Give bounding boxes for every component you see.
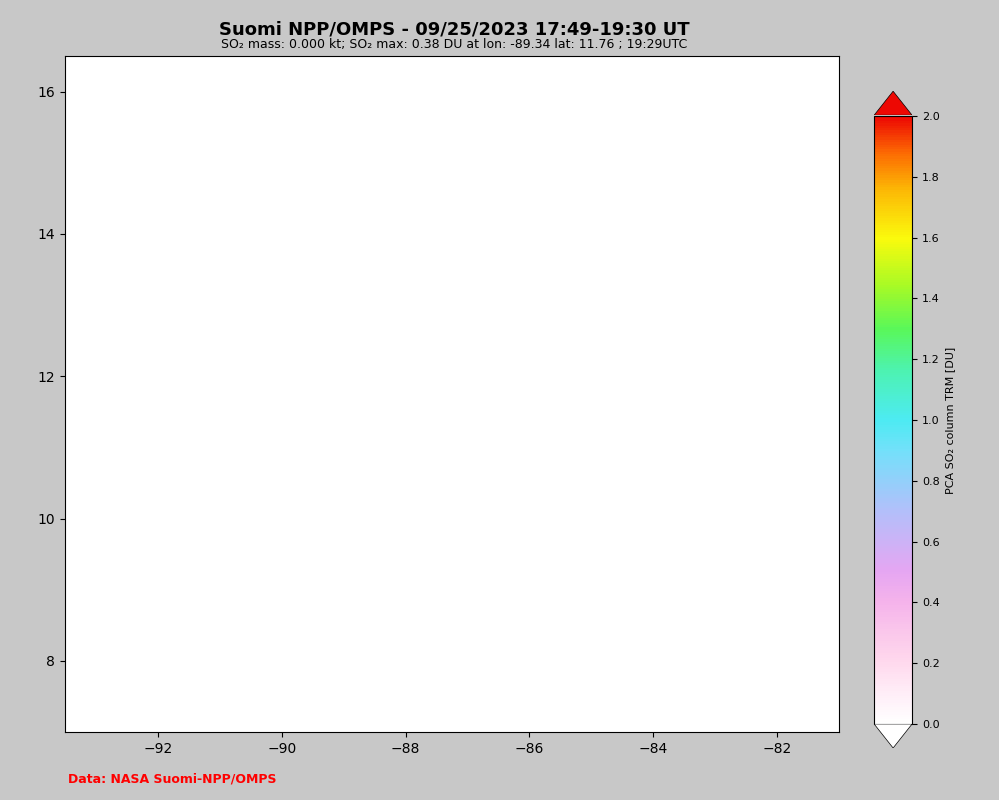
Text: Suomi NPP/OMPS - 09/25/2023 17:49-19:30 UT: Suomi NPP/OMPS - 09/25/2023 17:49-19:30 … xyxy=(219,20,690,38)
Text: Data: NASA Suomi-NPP/OMPS: Data: NASA Suomi-NPP/OMPS xyxy=(68,773,277,786)
Text: SO₂ mass: 0.000 kt; SO₂ max: 0.38 DU at lon: -89.34 lat: 11.76 ; 19:29UTC: SO₂ mass: 0.000 kt; SO₂ max: 0.38 DU at … xyxy=(222,38,687,50)
Polygon shape xyxy=(874,724,912,748)
Polygon shape xyxy=(874,91,912,115)
Y-axis label: PCA SO₂ column TRM [DU]: PCA SO₂ column TRM [DU] xyxy=(945,346,955,494)
